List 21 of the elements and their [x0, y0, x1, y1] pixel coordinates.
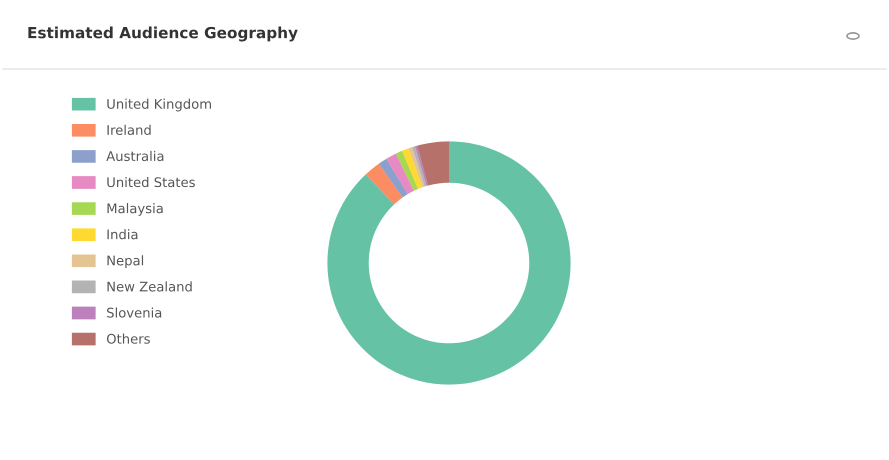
chart-title: Estimated Audience Geography: [28, 26, 298, 42]
legend-label: Malaysia: [107, 203, 163, 216]
donut-slice: [327, 141, 571, 385]
legend-label: Ireland: [107, 124, 151, 135]
legend-label: Australia: [106, 150, 164, 162]
donut-slice: [415, 146, 428, 186]
donut-slice: [417, 141, 449, 186]
donut-slice: [402, 148, 422, 189]
legend-label: Nepal: [107, 255, 144, 268]
donut-slice: [386, 154, 414, 194]
legend-label: Others: [106, 334, 150, 344]
legend-label: New Zealand: [107, 281, 192, 292]
donut-slice: [378, 158, 408, 198]
donut-slice: [396, 150, 418, 191]
donut-slice: [408, 147, 425, 188]
donut-slice: [412, 146, 427, 187]
legend-label: United States: [107, 176, 195, 188]
donut-slice: [366, 164, 403, 204]
legend-label: India: [107, 229, 138, 240]
legend-label: United Kingdom: [107, 98, 211, 112]
legend-label: Slovenia: [107, 307, 162, 318]
